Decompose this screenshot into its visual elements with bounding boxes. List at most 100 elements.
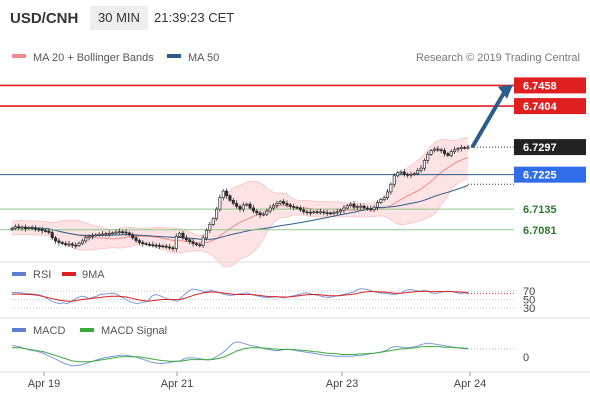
- candle-body: [426, 154, 430, 161]
- candle-body: [127, 232, 131, 236]
- candle-body: [245, 203, 249, 206]
- candle-body: [288, 204, 292, 207]
- candle-body: [419, 167, 423, 171]
- candle-body: [322, 211, 326, 214]
- candle-body: [272, 204, 276, 209]
- level-label-5: 6.7081: [523, 225, 557, 237]
- candle-body: [94, 234, 98, 237]
- level-label-2: 6.7297: [523, 142, 557, 154]
- candle-body: [20, 226, 24, 229]
- level-box-1: [514, 98, 586, 115]
- candle-body: [339, 209, 343, 213]
- candle-body: [439, 149, 443, 152]
- candle-body: [412, 173, 416, 175]
- candle-body: [241, 204, 245, 210]
- candle-body: [134, 237, 138, 241]
- candle-body: [228, 195, 232, 201]
- legend-ma20-bollinger: MA 20 + Bollinger Bands: [33, 52, 154, 64]
- candle-body: [231, 199, 235, 204]
- candle-body: [77, 242, 81, 246]
- macd-signal-line: [12, 346, 468, 363]
- candle-body: [325, 212, 329, 214]
- candle-body: [382, 197, 386, 200]
- candle-body: [318, 211, 322, 214]
- x-tick-label-0: Apr 19: [28, 378, 60, 390]
- legend-macd-signal: MACD Signal: [101, 325, 167, 337]
- candle-body: [446, 153, 450, 156]
- candle-body: [147, 244, 151, 246]
- candle-body: [335, 211, 339, 214]
- bollinger-lower: [11, 177, 469, 268]
- rsi-line: [11, 288, 469, 305]
- candle-body: [278, 201, 282, 204]
- candle-body: [453, 149, 457, 153]
- candle-body: [64, 243, 68, 246]
- candle-body: [131, 234, 135, 239]
- candle-body: [268, 207, 272, 212]
- candle-body: [466, 146, 470, 149]
- level-box-3: [514, 166, 586, 183]
- candle-body: [198, 244, 202, 247]
- candle-body: [305, 211, 309, 214]
- candle-body: [137, 240, 141, 243]
- candle-body: [308, 211, 312, 214]
- candle-body: [111, 232, 115, 235]
- candle-body: [406, 173, 410, 176]
- candle-body: [107, 232, 111, 235]
- candle-body: [161, 245, 165, 248]
- candle-body: [345, 205, 349, 209]
- forecast-arrow: [471, 90, 506, 148]
- candle-body: [208, 224, 212, 231]
- candle-body: [399, 171, 403, 174]
- candle-body: [44, 230, 48, 232]
- bollinger-band: [12, 136, 468, 268]
- candle-body: [459, 147, 463, 149]
- candle-body: [315, 211, 319, 214]
- candle-body: [57, 240, 61, 243]
- candle-body: [121, 231, 125, 234]
- legend-swatch-rsi-ma: [62, 272, 76, 276]
- candle-body: [379, 199, 383, 203]
- level-label-4: 6.7135: [523, 204, 557, 216]
- candle-body: [292, 206, 296, 208]
- candle-body: [432, 148, 436, 151]
- legend-macd: MACD: [33, 325, 65, 337]
- candle-body: [302, 209, 306, 213]
- candle-body: [238, 206, 242, 210]
- x-tick-label-3: Apr 24: [454, 378, 486, 390]
- candle-body: [17, 226, 21, 229]
- candle-body: [87, 235, 91, 239]
- candle-body: [265, 210, 269, 215]
- candle-body: [144, 243, 148, 245]
- candle-body: [184, 237, 188, 241]
- candle-body: [392, 175, 396, 185]
- candle-body: [114, 231, 118, 234]
- candle-body: [429, 150, 433, 155]
- candle-body: [396, 172, 400, 177]
- candle-body: [298, 207, 302, 211]
- legend-swatch-macd: [12, 328, 26, 332]
- candle-body: [74, 244, 78, 247]
- candle-body: [164, 245, 168, 248]
- candle-body: [349, 203, 353, 207]
- candle-body: [80, 240, 84, 244]
- candle-body: [402, 171, 406, 175]
- level-box-0: [514, 77, 586, 94]
- candle-body: [30, 227, 34, 229]
- candle-body: [422, 160, 426, 169]
- candle-body: [204, 229, 208, 239]
- rsi-level-label-1: 50: [523, 295, 535, 307]
- candle-body: [171, 247, 175, 250]
- candle-body: [158, 245, 162, 247]
- candle-body: [97, 234, 101, 236]
- x-tick-label-2: Apr 23: [326, 378, 358, 390]
- chart-header: USD/CNH 30 MIN 21:39:23 CET: [0, 0, 590, 38]
- candle-body: [312, 211, 316, 214]
- rsi-level-label-0: 70: [523, 286, 535, 298]
- candle-body: [188, 239, 192, 243]
- rsi-ma-line: [12, 290, 468, 302]
- timeframe-badge[interactable]: 30 MIN: [90, 6, 148, 30]
- candle-body: [365, 207, 369, 210]
- candle-body: [201, 237, 205, 246]
